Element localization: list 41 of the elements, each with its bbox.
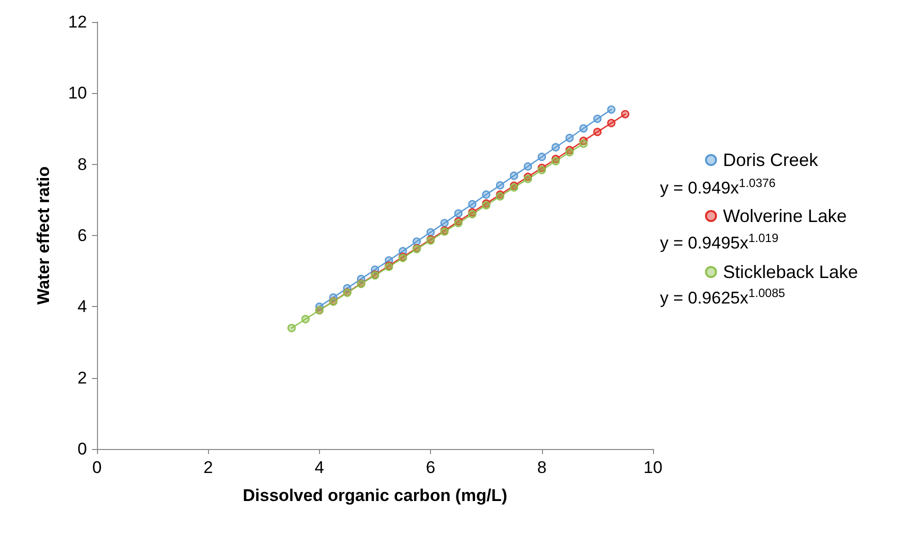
legend-label: Stickleback Lake (723, 262, 858, 282)
point (621, 110, 630, 118)
y-axis-title: Water effect ratio (34, 166, 53, 305)
point (524, 162, 532, 171)
point (287, 324, 296, 332)
point (426, 228, 435, 236)
point (510, 172, 518, 180)
y-tick-label: 10 (68, 84, 87, 103)
x-axis-title: Dissolved organic carbon (mg/L) (242, 486, 508, 505)
point (579, 124, 588, 133)
x-tick-label: 4 (314, 458, 324, 477)
x-tick-label: 10 (644, 458, 662, 477)
y-tick-label: 0 (78, 440, 87, 458)
point (496, 181, 504, 190)
point (565, 148, 574, 156)
point (468, 200, 476, 208)
point (607, 105, 616, 114)
point (593, 114, 602, 123)
point (579, 140, 588, 148)
point (482, 190, 490, 199)
point (607, 118, 616, 128)
point (301, 314, 310, 324)
x-tick-label: 8 (537, 458, 547, 477)
point (552, 143, 560, 152)
x-tick-label: 2 (203, 458, 213, 477)
point (454, 209, 463, 218)
point (565, 134, 574, 142)
legend-label: Wolverine Lake (723, 206, 847, 226)
x-tick-label: 6 (426, 458, 436, 477)
y-tick-label: 4 (78, 297, 87, 316)
y-tick-label: 6 (78, 226, 87, 245)
point (593, 128, 602, 136)
legend-label: Doris Creek (723, 150, 820, 170)
point (524, 174, 532, 184)
x-tick-label: 0 (92, 458, 102, 477)
point (538, 152, 546, 162)
y-tick-label: 12 (68, 12, 87, 32)
y-tick-label: 8 (78, 154, 87, 174)
point (412, 237, 421, 246)
y-tick-label: 2 (78, 368, 87, 388)
point (440, 218, 449, 228)
